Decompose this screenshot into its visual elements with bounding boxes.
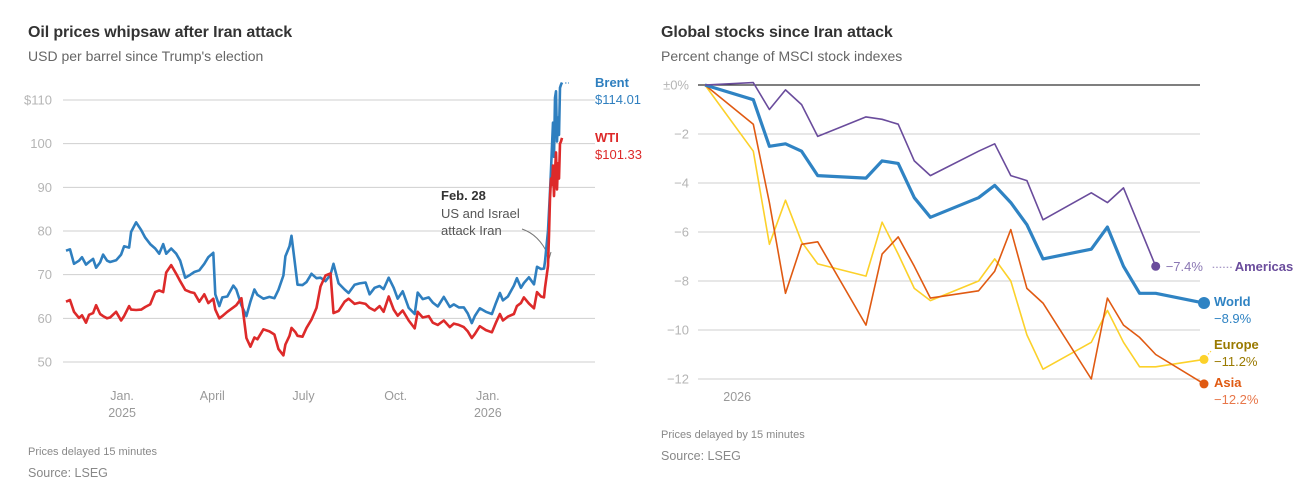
stocks-series-lines (704, 81, 1210, 389)
annotation-text: attack Iran (441, 223, 502, 238)
brent-label: Brent (595, 75, 630, 90)
stocks-chart-note: Prices delayed by 15 minutes (661, 429, 805, 441)
end-dot-world (1198, 297, 1210, 310)
y-tick-label: ±0% (663, 78, 689, 93)
wti-value: $101.33 (595, 147, 642, 162)
end-dot-americas (1151, 261, 1161, 271)
x-tick-label: Oct. (384, 389, 407, 403)
wti-label: WTI (595, 130, 619, 145)
series-line-asia (704, 84, 1205, 385)
oil-chart-note: Prices delayed 15 minutes (28, 446, 158, 458)
oil-series-labels: Brent $114.01 WTI $101.33 (565, 75, 642, 162)
oil-chart-subtitle: USD per barrel since Trump's election (28, 48, 264, 64)
x-tick-sublabel: 2025 (108, 406, 136, 420)
oil-chart-panel: Oil prices whipsaw after Iran attack USD… (0, 0, 655, 504)
y-tick-label: 50 (38, 355, 52, 370)
europe-value: −11.2% (1214, 354, 1258, 369)
oil-x-axis: Jan. 2025 April July Oct. Jan. 2026 (108, 389, 502, 420)
x-tick-label: Jan. (476, 389, 500, 403)
series-line-europe (704, 84, 1205, 370)
y-tick-label: −10 (667, 323, 689, 338)
annotation-title: Feb. 28 (441, 188, 486, 203)
stocks-chart-panel: Global stocks since Iran attack Percent … (655, 0, 1311, 504)
americas-value: −7.4% (1166, 259, 1204, 274)
world-value: −8.9% (1214, 311, 1252, 326)
y-tick-label: −12 (667, 372, 689, 387)
stocks-series-labels: −7.4% Americas World −8.9% Europe −11.2% Asia −… (1166, 259, 1294, 407)
stocks-chart-title: Global stocks since Iran attack (661, 24, 893, 41)
end-dot-asia (1199, 379, 1209, 389)
x-tick-sublabel: 2026 (474, 406, 502, 420)
stocks-y-axis: ±0% −2 −4 −6 −8 −10 −12 (663, 78, 689, 387)
stocks-x-axis: 2026 (723, 390, 751, 404)
y-tick-label: 70 (38, 267, 52, 282)
x-tick-label: Jan. (110, 389, 134, 403)
y-tick-label: 90 (38, 180, 52, 195)
oil-chart-source: Source: LSEG (28, 466, 108, 480)
y-tick-label: 80 (38, 224, 52, 239)
x-tick-label: April (200, 389, 225, 403)
oil-chart-title: Oil prices whipsaw after Iran attack (28, 24, 293, 41)
oil-grid (63, 99, 595, 363)
y-tick-label: $110 (24, 93, 52, 108)
series-line-world (704, 83, 1205, 305)
x-tick-label: July (292, 389, 315, 403)
stocks-chart-subtitle: Percent change of MSCI stock indexes (661, 48, 903, 64)
brent-value: $114.01 (595, 92, 641, 107)
end-dot-europe (1199, 354, 1209, 364)
stocks-chart-source: Source: LSEG (661, 449, 741, 463)
asia-label: Asia (1214, 375, 1242, 390)
europe-label: Europe (1214, 337, 1259, 352)
y-tick-label: −6 (674, 225, 689, 240)
americas-label: Americas (1235, 259, 1294, 274)
y-tick-label: 100 (30, 136, 52, 151)
stocks-grid (698, 84, 1200, 380)
asia-value: −12.2% (1214, 392, 1259, 407)
oil-series-lines (65, 81, 564, 357)
series-line-brent (65, 81, 564, 325)
oil-y-axis: $110 100 90 80 70 60 50 (24, 93, 52, 370)
stocks-chart-svg: ±0% −2 −4 −6 −8 −10 −12 2026 −7.4% Americas Worl… (663, 78, 1294, 408)
y-tick-label: −2 (674, 127, 689, 142)
y-tick-label: −8 (674, 274, 689, 289)
europe-leader (1207, 349, 1213, 355)
series-line-americas (704, 81, 1157, 267)
series-line-wti (65, 137, 564, 357)
y-tick-label: 60 (38, 311, 52, 326)
oil-annotation: Feb. 28 US and Israel attack Iran (441, 188, 552, 261)
annotation-text: US and Israel (441, 206, 520, 221)
world-label: World (1214, 294, 1251, 309)
x-tick-label: 2026 (723, 390, 751, 404)
y-tick-label: −4 (674, 176, 689, 191)
